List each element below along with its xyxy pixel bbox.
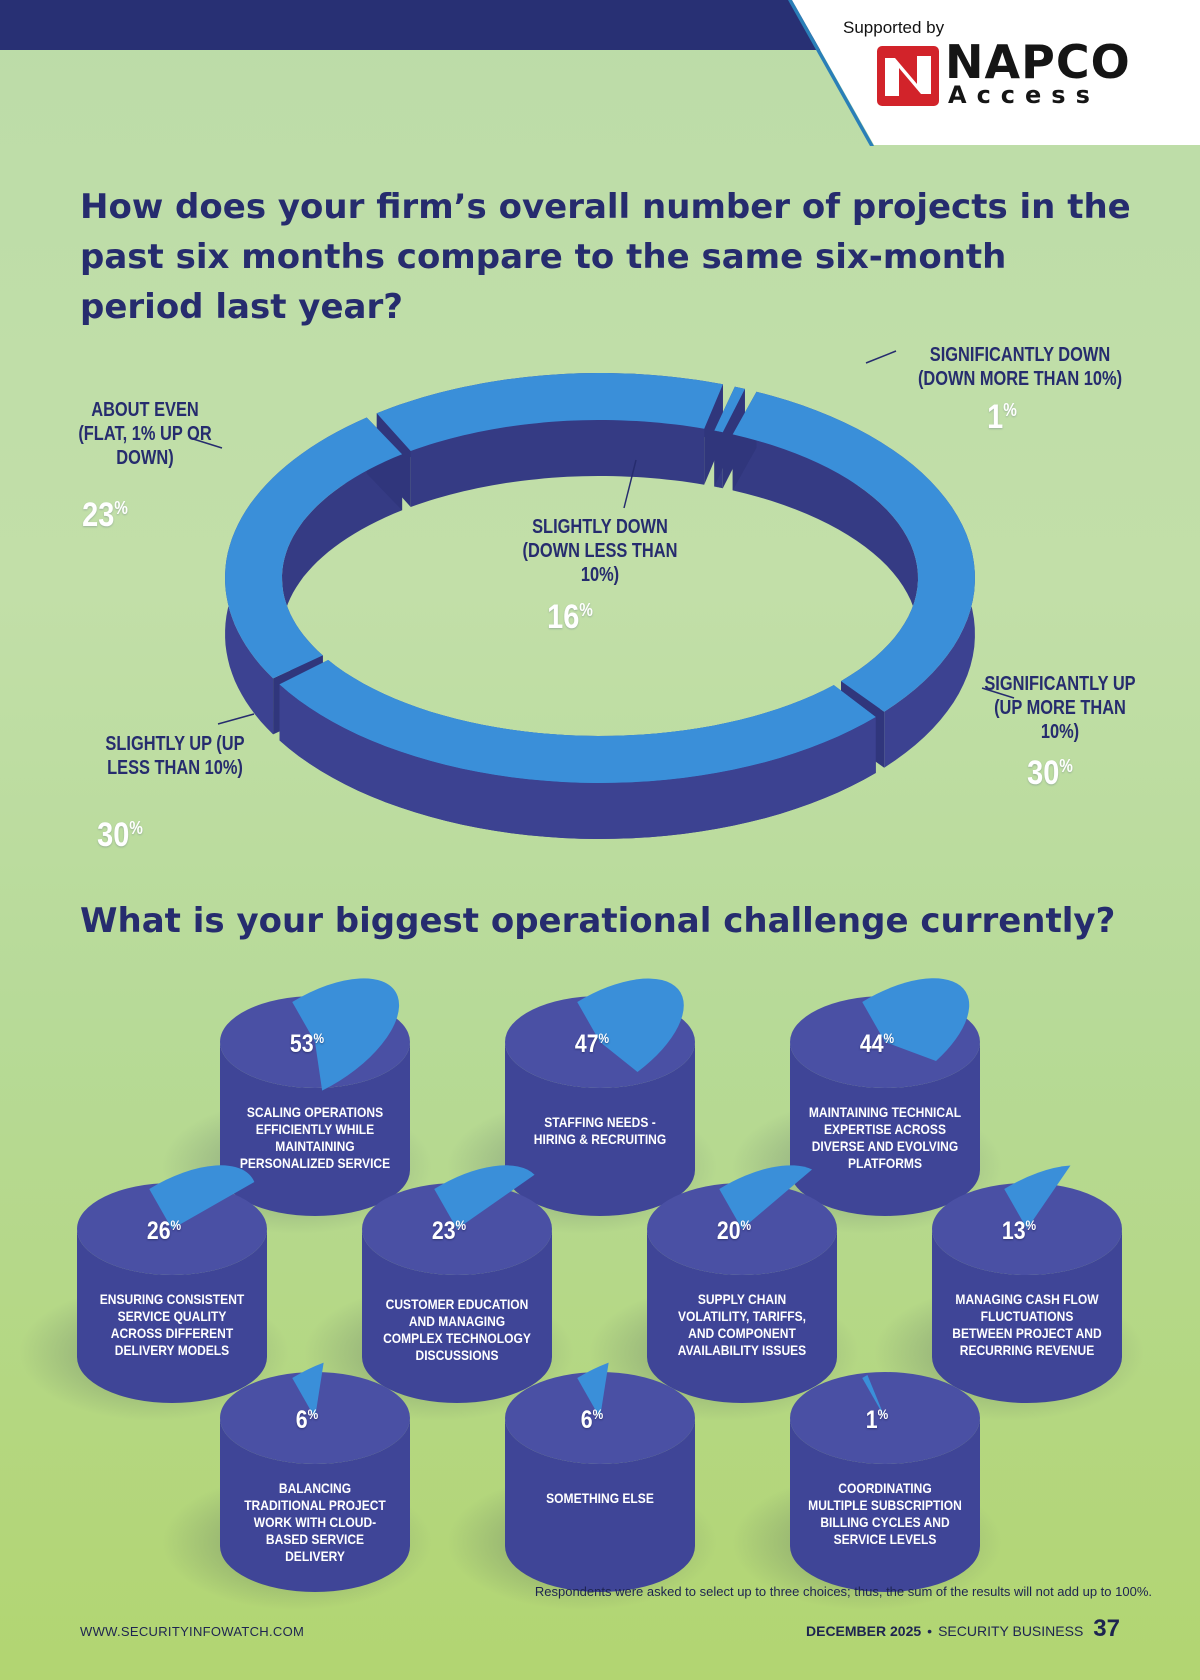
cylinder-slice-customer-education-and-managing-complex- (434, 1165, 535, 1229)
ring-value-significantly-up-up-more-than-10: 30% (1027, 754, 1073, 792)
cylinder-label-maintaining-technical-expertise-across-d: MAINTAINING TECHNICAL EXPERTISE ACROSS D… (808, 1104, 962, 1171)
ring-label-slightly-down-down-less-than-10: SLIGHTLY DOWN (DOWN LESS THAN 10%) (522, 516, 678, 586)
cylinder-label-supply-chain-volatility-tariffs-and-comp: SUPPLY CHAIN VOLATILITY, TARIFFS, AND CO… (677, 1291, 807, 1358)
ring-leader-slightly-up-up-less-than-10 (217, 713, 255, 725)
napco-logo-word: NAPCO (945, 35, 1131, 89)
cylinder-label-something-else: SOMETHING ELSE (546, 1490, 654, 1506)
footer-separator: • (927, 1623, 933, 1639)
ring-segment-slightly-down-down-less-than-10 (376, 373, 723, 507)
cylinder-balancing-traditional-project-work-with- (162, 1362, 432, 1610)
ring-chart (189, 350, 1015, 839)
cylinder-something-else (447, 1362, 717, 1610)
cylinder-label-staffing-needs-hiring-recruiting: STAFFING NEEDS - HIRING & RECRUITING (533, 1114, 667, 1147)
cylinder-value-balancing-traditional-project-work-with-: 6% (295, 1406, 319, 1434)
page-number: 37 (1093, 1615, 1120, 1642)
cylinder-slice-something-else (577, 1362, 609, 1418)
cylinder-slice-balancing-traditional-project-work-with- (292, 1362, 324, 1418)
cylinder-label-scaling-operations-efficiently-while-mai: SCALING OPERATIONS EFFICIENTLY WHILE MAI… (239, 1104, 391, 1171)
ring-value-slightly-up-up-less-than-10: 30% (97, 816, 143, 854)
cylinder-value-staffing-needs-hiring-recruiting: 47% (574, 1030, 610, 1058)
cylinder-value-supply-chain-volatility-tariffs-and-comp: 20% (716, 1217, 752, 1245)
cylinder-label-coordinating-multiple-subscription-billi: COORDINATING MULTIPLE SUBSCRIPTION BILLI… (808, 1480, 962, 1547)
question-2-title: What is your biggest operational challen… (80, 901, 1116, 941)
cylinder-value-scaling-operations-efficiently-while-mai: 53% (289, 1030, 325, 1058)
cylinder-supply-chain-volatility-tariffs-and-comp (589, 1165, 859, 1421)
ring-value-slightly-down-down-less-than-10: 16% (547, 598, 593, 636)
cylinder-ensuring-consistent-service-quality-acro (19, 1165, 289, 1421)
cylinder-value-maintaining-technical-expertise-across-d: 44% (859, 1030, 895, 1058)
cylinder-value-something-else: 6% (580, 1406, 604, 1434)
supported-by-label: Supported by (843, 18, 945, 37)
footer-magazine: SECURITY BUSINESS (938, 1623, 1084, 1639)
cylinder-slice-coordinating-multiple-subscription-billi (862, 1374, 885, 1418)
cylinder-managing-cash-flow-fluctuations-between- (874, 1165, 1144, 1421)
cylinder-coordinating-multiple-subscription-billi (732, 1372, 1002, 1610)
ring-label-significantly-up-up-more-than-10: SIGNIFICANTLY UP (UP MORE THAN 10%) (984, 673, 1136, 743)
cylinder-slice-maintaining-technical-expertise-across-d (862, 978, 970, 1061)
cylinder-slice-ensuring-consistent-service-quality-acro (149, 1165, 255, 1229)
cylinder-label-customer-education-and-managing-complex-: CUSTOMER EDUCATION AND MANAGING COMPLEX … (383, 1296, 531, 1363)
cylinder-slice-managing-cash-flow-fluctuations-between- (1004, 1165, 1071, 1229)
ring-value-about-even-flat-1-up-or-down: 23% (82, 496, 128, 534)
footnote: Respondents were asked to select up to t… (534, 1584, 1152, 1599)
footer-website[interactable]: WWW.SECURITYINFOWATCH.COM (80, 1624, 305, 1639)
ring-leader-significantly-up-up-more-than-10 (981, 687, 1015, 699)
question-1-title: How does your firm’s overall number of p… (80, 187, 1131, 327)
cylinder-maintaining-technical-expertise-across-d (732, 978, 1002, 1234)
cylinder-value-coordinating-multiple-subscription-billi: 1% (865, 1406, 889, 1434)
napco-logo-subword: Access (948, 81, 1100, 109)
cylinder-label-balancing-traditional-project-work-with-: BALANCING TRADITIONAL PROJECT WORK WITH … (244, 1480, 386, 1564)
cylinder-value-customer-education-and-managing-complex-: 23% (431, 1217, 467, 1245)
cylinder-slice-supply-chain-volatility-tariffs-and-comp (719, 1165, 813, 1229)
cylinder-slice-staffing-needs-hiring-recruiting (577, 978, 684, 1072)
ring-value-significantly-down-down-more-than-10: 1% (987, 398, 1017, 436)
ring-leader-significantly-down-down-more-than-10 (865, 350, 897, 364)
ring-label-about-even-flat-1-up-or-down: ABOUT EVEN (FLAT, 1% UP OR DOWN) (78, 399, 212, 469)
cylinder-value-ensuring-consistent-service-quality-acro: 26% (146, 1217, 182, 1245)
ring-label-significantly-down-down-more-than-10: SIGNIFICANTLY DOWN (DOWN MORE THAN 10%) (917, 344, 1123, 390)
cylinder-label-ensuring-consistent-service-quality-acro: ENSURING CONSISTENT SERVICE QUALITY ACRO… (99, 1291, 245, 1358)
ring-label-slightly-up-up-less-than-10: SLIGHTLY UP (UP LESS THAN 10%) (105, 733, 245, 779)
cylinder-slice-scaling-operations-efficiently-while-mai (292, 978, 400, 1091)
footer-right: DECEMBER 2025 • SECURITY BUSINESS 37 (806, 1615, 1120, 1643)
ring-leader-slightly-down-down-less-than-10 (623, 459, 637, 509)
cylinder-label-managing-cash-flow-fluctuations-between-: MANAGING CASH FLOW FLUCTUATIONS BETWEEN … (952, 1291, 1102, 1358)
cylinder-value-managing-cash-flow-fluctuations-between-: 13% (1001, 1217, 1037, 1245)
footer-date: DECEMBER 2025 (806, 1623, 922, 1639)
napco-logo-icon (877, 46, 939, 106)
ring-leader-about-even-flat-1-up-or-down (189, 437, 223, 449)
ring-front-wall-slightly-up-up-less-than-10 (279, 660, 876, 839)
